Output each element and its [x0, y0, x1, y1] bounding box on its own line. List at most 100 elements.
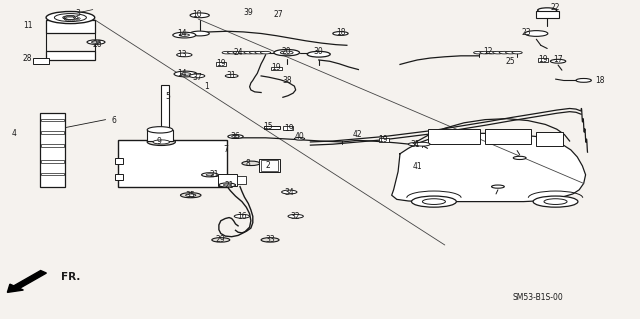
Text: 32: 32	[291, 212, 301, 221]
Text: 21: 21	[210, 170, 219, 179]
Text: 36: 36	[230, 132, 241, 141]
Ellipse shape	[180, 193, 201, 198]
Text: 19: 19	[271, 63, 282, 72]
Bar	[283, 126, 293, 130]
Text: 8: 8	[246, 159, 251, 168]
Text: 22: 22	[551, 4, 560, 12]
Text: 35: 35	[186, 191, 196, 200]
Text: 18: 18	[336, 28, 345, 37]
Ellipse shape	[274, 49, 300, 56]
Ellipse shape	[219, 183, 236, 187]
Text: 10: 10	[192, 10, 202, 19]
Bar	[46, 20, 95, 33]
Bar	[485, 129, 531, 144]
Bar	[536, 11, 559, 18]
Text: 14: 14	[177, 69, 188, 78]
Bar	[40, 113, 65, 187]
Ellipse shape	[538, 8, 557, 12]
Ellipse shape	[228, 51, 238, 54]
Bar	[118, 140, 227, 187]
Text: 28: 28	[22, 54, 31, 63]
Ellipse shape	[92, 41, 100, 43]
Ellipse shape	[576, 78, 591, 82]
Text: 17: 17	[553, 56, 563, 64]
Bar	[261, 160, 278, 171]
Bar	[115, 158, 123, 164]
Ellipse shape	[261, 238, 279, 242]
Ellipse shape	[46, 11, 95, 24]
Text: 5: 5	[165, 92, 170, 101]
Text: 1: 1	[204, 82, 209, 91]
Ellipse shape	[506, 51, 516, 54]
Ellipse shape	[239, 51, 249, 54]
Text: 40: 40	[294, 132, 305, 141]
Ellipse shape	[422, 199, 445, 204]
Text: 6: 6	[111, 116, 116, 125]
Bar	[147, 130, 173, 141]
Text: 7: 7	[223, 145, 228, 154]
Ellipse shape	[244, 51, 254, 54]
Ellipse shape	[255, 51, 265, 54]
Text: 14: 14	[177, 29, 188, 38]
Bar	[428, 129, 480, 144]
Ellipse shape	[234, 214, 250, 218]
Ellipse shape	[493, 51, 503, 54]
Ellipse shape	[202, 173, 218, 177]
Ellipse shape	[212, 238, 230, 242]
Ellipse shape	[525, 31, 548, 36]
Bar	[216, 62, 226, 66]
Bar	[41, 119, 64, 121]
Bar	[237, 176, 246, 184]
Ellipse shape	[173, 32, 196, 38]
Text: 4: 4	[12, 129, 17, 138]
Bar	[46, 51, 95, 60]
Text: FR.: FR.	[61, 272, 80, 282]
Bar	[115, 174, 123, 180]
Text: 33: 33	[265, 235, 275, 244]
Text: 42: 42	[352, 130, 362, 139]
Text: 15: 15	[262, 122, 273, 131]
Ellipse shape	[412, 196, 456, 207]
Ellipse shape	[486, 51, 497, 54]
Ellipse shape	[190, 13, 209, 18]
Text: 20: 20	[282, 47, 292, 56]
Ellipse shape	[242, 161, 260, 166]
Text: 27: 27	[273, 10, 284, 19]
Bar	[536, 132, 563, 146]
Text: 25: 25	[506, 57, 516, 66]
Ellipse shape	[147, 127, 173, 133]
Text: 9: 9	[156, 137, 161, 146]
Ellipse shape	[288, 214, 303, 218]
Text: 16: 16	[237, 212, 247, 221]
Text: 31: 31	[227, 71, 237, 80]
Bar	[218, 174, 237, 186]
Ellipse shape	[63, 16, 78, 19]
Ellipse shape	[544, 199, 567, 204]
Ellipse shape	[225, 74, 238, 78]
Ellipse shape	[260, 51, 271, 54]
Text: 26: 26	[92, 40, 102, 49]
Bar	[41, 173, 64, 175]
Ellipse shape	[177, 53, 192, 57]
Text: 19: 19	[216, 59, 226, 68]
Ellipse shape	[550, 59, 566, 63]
Text: 19: 19	[378, 135, 388, 144]
Bar	[41, 144, 64, 147]
Bar	[264, 126, 280, 129]
FancyArrow shape	[8, 271, 47, 293]
Ellipse shape	[174, 71, 197, 77]
Ellipse shape	[513, 156, 526, 160]
Bar	[271, 67, 282, 70]
Ellipse shape	[228, 135, 243, 138]
Text: 19: 19	[538, 56, 548, 64]
Text: 38: 38	[282, 76, 292, 85]
Text: 34: 34	[284, 188, 294, 197]
Text: 37: 37	[192, 73, 202, 82]
Text: 29: 29	[216, 235, 226, 244]
Ellipse shape	[533, 196, 578, 207]
Bar	[41, 160, 64, 163]
Bar	[33, 58, 49, 64]
Bar	[259, 159, 280, 172]
Ellipse shape	[87, 40, 105, 44]
Text: 41: 41	[412, 162, 422, 171]
